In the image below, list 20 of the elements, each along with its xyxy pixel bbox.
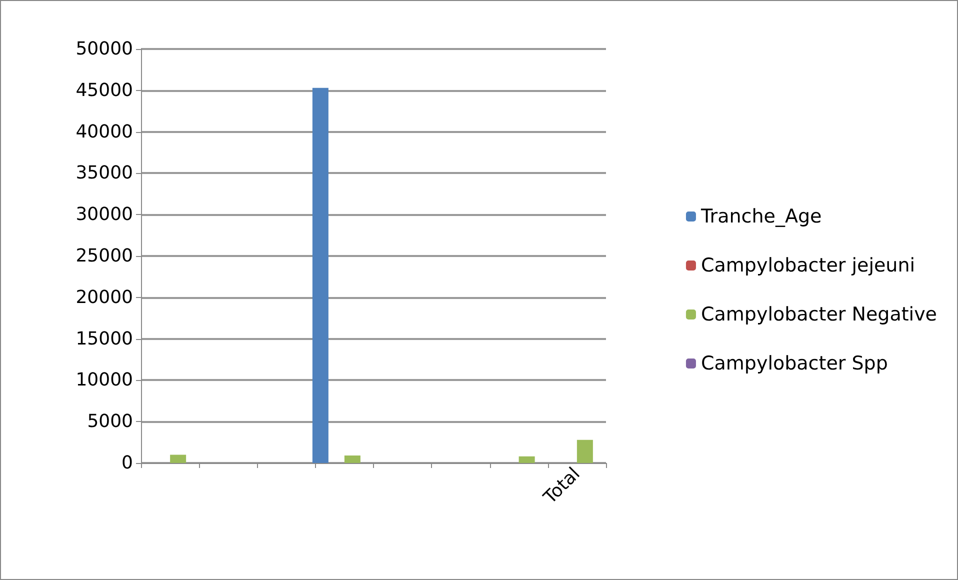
bar xyxy=(576,440,593,463)
y-tick-label: 5000 xyxy=(87,411,133,432)
legend-label: Tranche_Age xyxy=(700,206,822,228)
y-tick-label: 25000 xyxy=(76,246,133,266)
bar xyxy=(518,456,535,463)
y-tick-label: 0 xyxy=(122,452,133,474)
legend-label: Campylobacter Spp xyxy=(700,352,888,374)
y-tick-label: 40000 xyxy=(76,121,133,142)
bar xyxy=(312,88,328,463)
legend-label: Campylobacter Negative xyxy=(700,304,938,326)
legend-label: Campylobacter jejeuni xyxy=(700,254,916,276)
bar xyxy=(344,456,360,463)
y-tick-label: 30000 xyxy=(76,204,133,226)
y-tick-label: 50000 xyxy=(76,38,133,60)
y-tick-label: 45000 xyxy=(76,80,133,101)
y-tick-label: 10000 xyxy=(76,370,133,391)
y-tick-label: 15000 xyxy=(76,328,133,350)
y-tick-label: 35000 xyxy=(76,162,133,184)
bar xyxy=(170,454,186,463)
y-tick-label: 20000 xyxy=(76,286,133,308)
